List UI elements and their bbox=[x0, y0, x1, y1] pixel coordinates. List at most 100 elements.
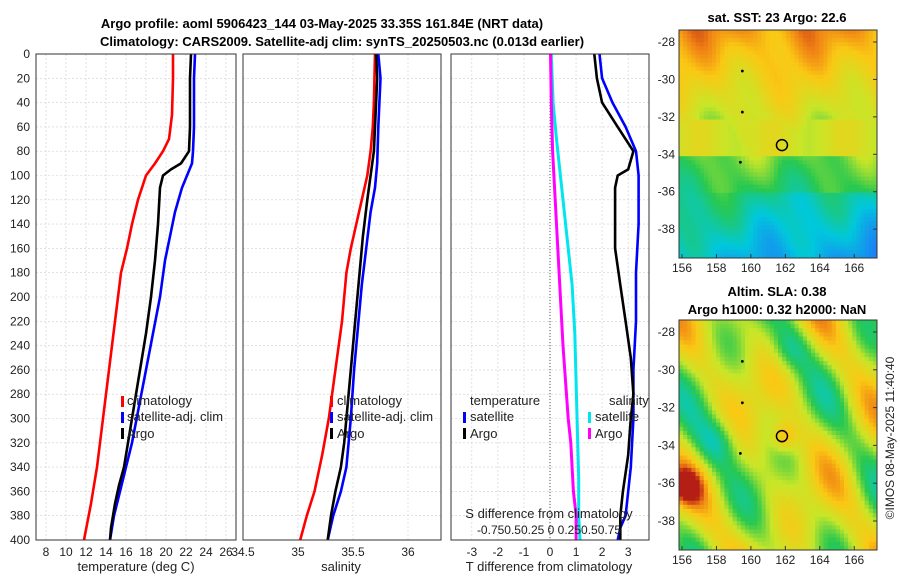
map-cell bbox=[724, 476, 729, 481]
map-cell bbox=[691, 54, 696, 59]
map-cell bbox=[695, 426, 701, 432]
map-cell bbox=[802, 119, 808, 125]
map-cell bbox=[703, 398, 709, 403]
map-cell bbox=[806, 435, 812, 440]
map-cell bbox=[844, 107, 849, 112]
map-cell bbox=[819, 245, 824, 251]
map-cell bbox=[679, 217, 684, 222]
map-cell bbox=[769, 188, 775, 194]
map-cell bbox=[827, 131, 833, 137]
map-cell bbox=[724, 324, 729, 329]
map-cell bbox=[716, 34, 721, 39]
map-cell bbox=[815, 144, 820, 149]
map-cell bbox=[740, 492, 746, 498]
map-cell bbox=[819, 426, 824, 432]
map-cell bbox=[819, 123, 824, 129]
map-cell bbox=[724, 361, 729, 366]
map-cell bbox=[778, 418, 783, 424]
map-cell bbox=[712, 443, 717, 448]
map-cell bbox=[773, 180, 779, 186]
map-cell bbox=[707, 459, 713, 465]
map-cell bbox=[773, 119, 779, 125]
map-cell bbox=[835, 324, 841, 329]
map-cell bbox=[786, 103, 791, 108]
map-cell bbox=[683, 430, 688, 436]
map-cell bbox=[860, 237, 866, 243]
map-cell bbox=[802, 82, 808, 88]
map-cell bbox=[683, 188, 688, 194]
map-cell bbox=[769, 38, 775, 43]
map-cell bbox=[823, 123, 828, 129]
map-cell bbox=[740, 111, 746, 116]
map-cell bbox=[806, 103, 812, 108]
map-cell bbox=[761, 34, 767, 39]
map-cell bbox=[806, 233, 812, 239]
map-cell bbox=[761, 336, 767, 341]
map-cell bbox=[794, 484, 800, 489]
map-cell bbox=[811, 38, 816, 43]
map-cell bbox=[852, 414, 857, 419]
map-cell bbox=[753, 46, 758, 51]
map-cell bbox=[724, 320, 729, 325]
map-cell bbox=[778, 245, 783, 251]
map-cell bbox=[864, 406, 870, 411]
map-cell bbox=[765, 184, 771, 190]
map-cell bbox=[815, 196, 820, 202]
map-cell bbox=[794, 492, 800, 498]
map-cell bbox=[839, 217, 845, 222]
map-cell bbox=[732, 467, 738, 473]
map-cell bbox=[687, 62, 692, 68]
map-cell bbox=[703, 209, 709, 214]
map-cell bbox=[695, 111, 701, 116]
map-cell bbox=[852, 30, 857, 35]
map-cell bbox=[745, 344, 750, 350]
map-cell bbox=[687, 340, 692, 346]
map-cell bbox=[856, 369, 861, 374]
map-cell bbox=[790, 201, 795, 206]
map-cell bbox=[819, 172, 824, 177]
map-cell bbox=[769, 74, 775, 80]
map-cell bbox=[831, 107, 837, 112]
map-cell bbox=[844, 54, 849, 59]
map-cell bbox=[753, 249, 758, 255]
map-cell bbox=[835, 410, 841, 415]
map-cell bbox=[745, 62, 750, 68]
map-cell bbox=[786, 111, 791, 116]
map-cell bbox=[848, 139, 853, 145]
map-cell bbox=[848, 348, 853, 354]
map-cell bbox=[823, 107, 828, 112]
map-cell bbox=[745, 192, 750, 198]
x-tick-label: 2 bbox=[599, 545, 606, 559]
map-cell bbox=[839, 476, 845, 481]
map-cell bbox=[679, 336, 684, 341]
map-cell bbox=[823, 348, 828, 354]
map-cell bbox=[844, 410, 849, 415]
map-cell bbox=[811, 135, 816, 141]
map-cell bbox=[794, 418, 800, 424]
map-cell bbox=[749, 58, 754, 63]
map-cell bbox=[691, 344, 696, 350]
map-cell bbox=[679, 393, 684, 399]
map-cell bbox=[798, 467, 804, 473]
map-cell bbox=[819, 58, 824, 63]
map-cell bbox=[819, 467, 824, 473]
map-cell bbox=[745, 340, 750, 346]
map-cell bbox=[745, 66, 750, 72]
map-cell bbox=[790, 410, 795, 415]
map-cell bbox=[844, 115, 849, 120]
map-cell bbox=[811, 435, 816, 440]
map-cell bbox=[852, 46, 857, 51]
map-cell bbox=[712, 484, 717, 489]
map-cell bbox=[720, 340, 725, 346]
map-cell bbox=[872, 488, 878, 493]
map-cell bbox=[848, 389, 853, 395]
map-cell bbox=[786, 480, 791, 485]
map-cell bbox=[707, 168, 713, 173]
map-cell bbox=[811, 336, 816, 341]
map-cell bbox=[844, 414, 849, 419]
map-cell bbox=[757, 139, 762, 145]
map-cell bbox=[716, 192, 721, 198]
map-cell bbox=[831, 253, 837, 259]
map-cell bbox=[707, 135, 713, 141]
map-cell bbox=[868, 459, 874, 465]
